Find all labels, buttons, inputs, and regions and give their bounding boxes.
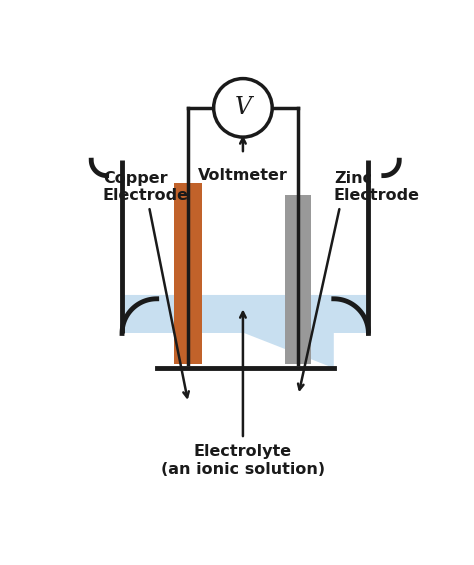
Bar	[174, 183, 202, 364]
Polygon shape	[122, 295, 368, 368]
FancyBboxPatch shape	[124, 295, 367, 333]
Text: Copper
Electrode: Copper Electrode	[103, 171, 189, 203]
Text: Electrolyte
(an ionic solution): Electrolyte (an ionic solution)	[161, 444, 325, 477]
Text: Zinc
Electrode: Zinc Electrode	[334, 171, 420, 203]
Bar	[285, 195, 311, 364]
Text: V: V	[235, 97, 251, 119]
Circle shape	[214, 79, 272, 137]
Text: Voltmeter: Voltmeter	[198, 168, 288, 183]
